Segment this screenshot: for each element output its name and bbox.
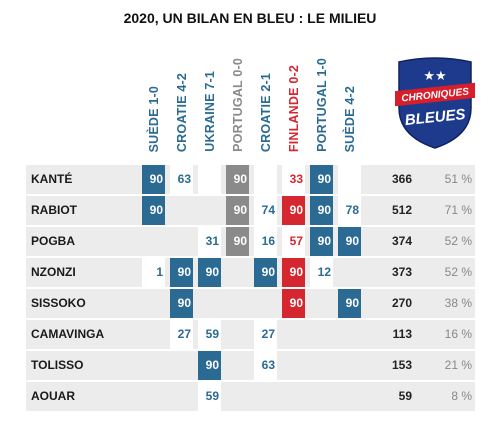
match-header: SUÈDE 1-0 [141, 42, 166, 152]
match-label: PORTUGAL 0-0 [230, 58, 245, 152]
player-name: NZONZI [31, 265, 76, 279]
minutes-cell: 27 [254, 320, 277, 349]
minutes-cell: 90 [338, 289, 361, 318]
match-header: PORTUGAL 1-0 [309, 42, 334, 152]
minutes-cell: 90 [226, 227, 249, 256]
table-row [26, 382, 475, 411]
logo-line2: BLEUES [404, 106, 466, 129]
minutes-cell: 90 [282, 289, 305, 318]
logo-stars: ★★ [423, 69, 446, 84]
table-row [26, 196, 475, 225]
minutes-cell: 90 [226, 165, 249, 194]
table-row [26, 227, 475, 256]
minutes-cell: 90 [282, 258, 305, 287]
match-label: CROATIE 2-1 [258, 72, 273, 152]
chroniques-bleues-logo: ★★ CHRONIQUES BLEUES [395, 57, 475, 149]
minutes-cell: 90 [338, 227, 361, 256]
minutes-cell: 59 [198, 382, 221, 411]
minutes-cell: 90 [198, 258, 221, 287]
minutes-cell: 90 [254, 258, 277, 287]
minutes-cell: 63 [254, 351, 277, 380]
minutes-cell: 74 [254, 196, 277, 225]
player-name: CAMAVINGA [31, 327, 105, 341]
minutes-cell: 90 [226, 196, 249, 225]
minutes-cell: 90 [310, 165, 333, 194]
minutes-cell: 1 [142, 258, 165, 287]
match-label: PORTUGAL 1-0 [314, 58, 329, 152]
table-row [26, 289, 475, 318]
page-title: 2020, UN BILAN EN BLEU : LE MILIEU [123, 10, 377, 26]
table-row [26, 320, 475, 349]
total-minutes: 373 [391, 265, 412, 279]
percent-played: 52 % [444, 265, 472, 279]
minutes-cell: 59 [198, 320, 221, 349]
minutes-cell: 90 [198, 351, 221, 380]
empty-cell [338, 165, 361, 194]
empty-cell [254, 165, 277, 194]
empty-cell [198, 165, 221, 194]
player-name: POGBA [31, 234, 76, 248]
minutes-cell: 31 [198, 227, 221, 256]
minutes-cell: 90 [170, 258, 193, 287]
table-row [26, 351, 475, 380]
total-minutes: 59 [398, 389, 412, 403]
match-label: UKRAINE 7-1 [202, 71, 217, 152]
percent-played: 16 % [444, 327, 472, 341]
player-name: SISSOKO [31, 296, 86, 310]
percent-played: 51 % [444, 172, 472, 186]
total-minutes: 366 [391, 172, 412, 186]
total-minutes: 153 [391, 358, 412, 372]
match-label: SUÈDE 4-2 [342, 85, 357, 152]
percent-played: 8 % [451, 389, 472, 403]
player-name: TOLISSO [31, 358, 84, 372]
match-label: SUÈDE 1-0 [146, 85, 161, 152]
minutes-cell: 90 [310, 227, 333, 256]
total-minutes: 374 [391, 234, 412, 248]
minutes-cell: 90 [142, 196, 165, 225]
minutes-cell: 27 [170, 320, 193, 349]
minutes-cell: 90 [142, 165, 165, 194]
player-name: RABIOT [31, 203, 77, 217]
match-header: PORTUGAL 0-0 [225, 42, 250, 152]
percent-played: 71 % [444, 203, 472, 217]
minutes-cell: 12 [310, 258, 333, 287]
match-header: FINLANDE 0-2 [281, 42, 306, 152]
percent-played: 21 % [444, 358, 472, 372]
match-header: CROATIE 4-2 [169, 42, 194, 152]
match-header: SUÈDE 4-2 [337, 42, 362, 152]
minutes-cell: 90 [310, 196, 333, 225]
match-label: CROATIE 4-2 [174, 72, 189, 152]
minutes-cell: 63 [170, 165, 193, 194]
table-row [26, 258, 475, 287]
player-name: KANTÉ [31, 172, 73, 186]
match-column [170, 165, 193, 411]
total-minutes: 113 [392, 327, 412, 341]
match-label: FINLANDE 0-2 [286, 64, 301, 152]
minutes-cell: 33 [282, 165, 305, 194]
match-header: UKRAINE 7-1 [197, 42, 222, 152]
match-header: CROATIE 2-1 [253, 42, 278, 152]
minutes-cell: 16 [254, 227, 277, 256]
minutes-cell: 57 [282, 227, 305, 256]
minutes-cell: 90 [170, 289, 193, 318]
table-row [26, 165, 475, 194]
percent-played: 38 % [444, 296, 472, 310]
percent-played: 52 % [444, 234, 472, 248]
total-minutes: 512 [391, 203, 412, 217]
total-minutes: 270 [391, 296, 412, 310]
minutes-cell: 90 [282, 196, 305, 225]
player-name: AOUAR [31, 389, 75, 403]
minutes-cell: 78 [338, 196, 361, 225]
